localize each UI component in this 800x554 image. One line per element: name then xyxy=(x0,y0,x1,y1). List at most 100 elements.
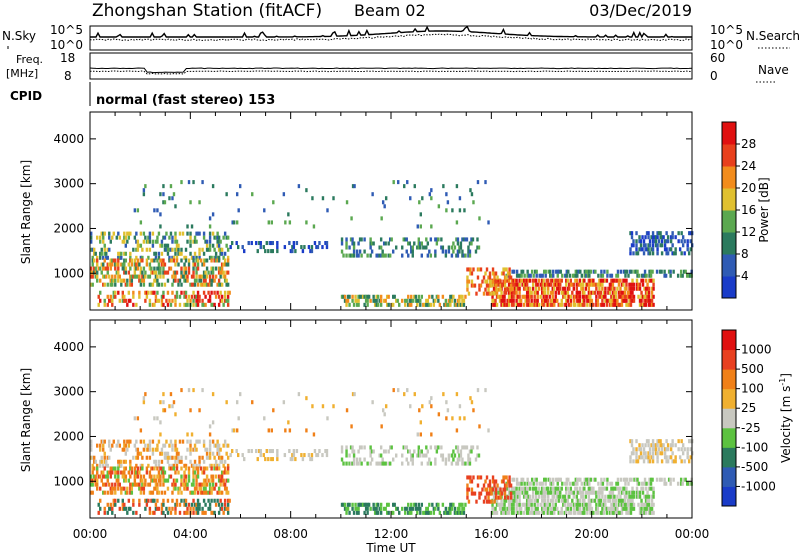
velocity-cell xyxy=(100,478,103,483)
velocity-cell xyxy=(202,510,206,515)
power-cell xyxy=(178,278,182,283)
velocity-cell xyxy=(432,506,436,511)
power-cell xyxy=(303,245,306,250)
power-cell xyxy=(153,278,156,283)
power-cell xyxy=(589,282,592,287)
colorbar-segment xyxy=(722,408,736,429)
power-cell xyxy=(632,282,636,287)
velocity-cell xyxy=(565,498,568,503)
power-cell xyxy=(195,239,198,244)
velocity-cell xyxy=(455,445,458,450)
velocity-cell xyxy=(351,502,354,507)
velocity-cell xyxy=(620,510,624,515)
velocity-cell xyxy=(441,453,445,458)
power-cell xyxy=(687,251,691,256)
power-cell xyxy=(554,298,557,303)
power-cell xyxy=(456,241,460,246)
power-cell xyxy=(223,258,227,263)
velocity-cell xyxy=(124,506,128,511)
velocity-cell xyxy=(270,428,273,433)
velocity-cell xyxy=(283,453,287,458)
velocity-cell xyxy=(204,478,207,483)
velocity-cell xyxy=(352,449,356,454)
velocity-cell xyxy=(211,486,215,491)
velocity-cell xyxy=(106,474,109,479)
power-cell xyxy=(271,241,275,246)
power-cell xyxy=(472,283,475,288)
power-cell xyxy=(574,302,577,307)
velocity-cell xyxy=(520,477,523,482)
velocity-cell xyxy=(537,510,541,515)
velocity-cell xyxy=(506,495,510,500)
power-cell xyxy=(515,278,518,283)
power-cell xyxy=(547,269,550,274)
power-cell xyxy=(139,278,143,283)
power-cell xyxy=(470,192,474,197)
velocity-cell xyxy=(166,478,170,483)
power-cell xyxy=(111,274,114,279)
velocity-cell xyxy=(525,494,529,499)
velocity-cell xyxy=(145,455,149,460)
power-cell xyxy=(455,302,458,307)
power-cell xyxy=(624,273,627,278)
velocity-cell xyxy=(518,486,521,491)
velocity-cell xyxy=(610,506,613,511)
power-cell xyxy=(251,192,254,197)
power-cell xyxy=(542,286,545,291)
power-cell xyxy=(219,290,222,295)
velocity-cell xyxy=(648,451,652,456)
power-cell xyxy=(198,294,201,299)
velocity-cell xyxy=(613,498,616,503)
velocity-cell xyxy=(413,502,416,507)
power-cell xyxy=(665,247,668,252)
velocity-cell xyxy=(465,445,469,450)
power-cell xyxy=(217,266,221,271)
power-cell xyxy=(643,273,647,278)
power-cell xyxy=(192,282,195,287)
nave-tick-bottom: 0 xyxy=(710,69,718,83)
power-cell xyxy=(321,245,324,250)
velocity-cell xyxy=(106,455,109,460)
power-cell xyxy=(90,270,93,275)
velocity-cell xyxy=(519,506,523,511)
velocity-cell xyxy=(577,506,580,511)
power-cell xyxy=(211,302,215,307)
velocity-cell xyxy=(225,506,228,511)
power-cell xyxy=(112,278,115,283)
power-cell xyxy=(638,298,642,303)
velocity-cell xyxy=(416,453,419,458)
velocity-cell xyxy=(527,506,530,511)
velocity-cell xyxy=(96,463,99,468)
velocity-cell xyxy=(129,459,132,464)
power-cell xyxy=(100,247,103,252)
velocity-cell xyxy=(643,494,646,499)
power-cell xyxy=(160,258,164,263)
velocity-cell xyxy=(602,510,606,515)
velocity-cell xyxy=(596,510,600,515)
power-cell xyxy=(586,294,589,299)
power-cell xyxy=(121,266,125,271)
power-cell xyxy=(207,270,210,275)
power-cell xyxy=(488,271,492,276)
power-cell xyxy=(647,231,650,236)
power-cell xyxy=(641,282,645,287)
velocity-cell xyxy=(513,494,517,499)
velocity-cell xyxy=(601,481,605,486)
power-cell xyxy=(641,235,644,240)
power-cell xyxy=(452,294,455,299)
velocity-cell xyxy=(376,461,380,466)
power-cell xyxy=(175,270,179,275)
velocity-cell xyxy=(430,396,433,401)
power-cell xyxy=(573,273,576,278)
velocity-cell xyxy=(213,455,216,460)
velocity-cell xyxy=(568,502,571,507)
velocity-cell xyxy=(525,502,529,507)
velocity-cell xyxy=(109,470,112,475)
power-cell xyxy=(357,302,360,307)
power-cell xyxy=(419,245,422,250)
power-cell xyxy=(204,282,207,287)
velocity-cell xyxy=(453,510,457,515)
power-cell xyxy=(162,302,165,307)
velocity-cell xyxy=(616,506,619,511)
velocity-cell xyxy=(533,502,536,507)
